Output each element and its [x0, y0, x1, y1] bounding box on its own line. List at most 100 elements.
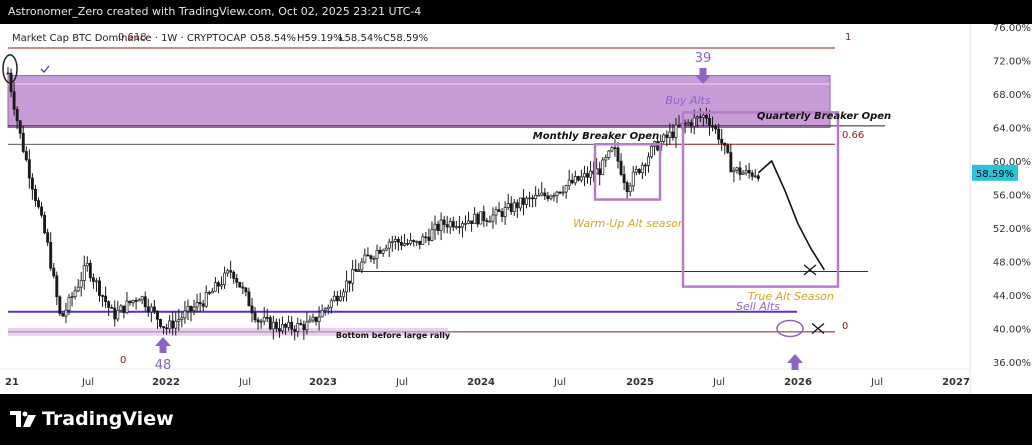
- candle-body: [497, 209, 501, 212]
- candle-body: [223, 272, 226, 285]
- sell-alts-label: Sell Alts: [736, 300, 780, 313]
- candle-body: [631, 171, 635, 187]
- candle-body: [518, 197, 522, 209]
- candle-body: [628, 185, 632, 193]
- candle-body: [738, 167, 742, 175]
- candle-body: [143, 296, 147, 308]
- x-tick-label: Jul: [395, 377, 408, 388]
- legend-open: O58.54%: [250, 33, 296, 44]
- candle-body: [479, 211, 483, 225]
- candle-body: [91, 277, 95, 282]
- brand-name: TradingView: [42, 408, 174, 430]
- candle-body: [79, 280, 83, 288]
- candle-body: [326, 306, 330, 310]
- candle-body: [116, 310, 120, 320]
- candle-body: [24, 151, 28, 161]
- candle-body: [406, 243, 410, 245]
- candle-body: [375, 249, 379, 259]
- candle-body: [357, 269, 361, 272]
- target-arrow: [787, 354, 803, 370]
- candle-body: [665, 134, 669, 138]
- candle-body: [662, 134, 666, 142]
- candle-body: [454, 226, 458, 228]
- candle-body: [576, 176, 580, 181]
- candle-body: [220, 284, 223, 287]
- candle-body: [55, 275, 59, 298]
- candle-body: [735, 167, 739, 171]
- candle-body: [186, 305, 190, 312]
- x-tick-label: Jul: [870, 377, 883, 388]
- candle-body: [363, 254, 367, 263]
- candle-body: [534, 195, 538, 199]
- candle-body: [250, 305, 254, 314]
- candle-body: [436, 223, 440, 231]
- candle-body: [604, 157, 608, 161]
- candle-body: [711, 125, 715, 128]
- top-arrow: [695, 68, 711, 84]
- candle-body: [650, 145, 654, 158]
- candle-body: [244, 287, 248, 293]
- candle-body: [339, 296, 342, 302]
- candle-body: [634, 169, 638, 173]
- x-tick-label: 2023: [309, 377, 337, 388]
- candle-body: [329, 300, 333, 308]
- candle-body: [162, 326, 165, 329]
- candle-body: [610, 147, 614, 152]
- x-tick-label: 2027: [942, 377, 970, 388]
- candle-body: [555, 191, 559, 196]
- candle-body: [238, 281, 242, 288]
- candle-body: [445, 224, 449, 228]
- legend-close: C58.59%: [383, 33, 428, 44]
- candle-body: [351, 268, 355, 284]
- candle-body: [302, 324, 306, 331]
- chart-caption-bar: Astronomer_Zero created with TradingView…: [0, 0, 1032, 24]
- candle-body: [558, 191, 562, 194]
- chart-area[interactable]: 76.00% 72.00% 68.00% 64.00% 60.00% 56.00% 52.0…: [0, 23, 1032, 394]
- candle-body: [345, 280, 349, 293]
- x-tick-label: Jul: [712, 377, 725, 388]
- candle-body: [159, 318, 162, 327]
- arrow-shaft: [791, 363, 799, 370]
- arrow-head: [155, 337, 171, 346]
- candle-body: [281, 324, 284, 332]
- candle-body: [467, 220, 471, 224]
- candle-body: [137, 299, 141, 302]
- candle-body: [686, 122, 690, 125]
- x-tick-label: Jul: [238, 377, 251, 388]
- candle-body: [131, 300, 135, 304]
- fib-066-label: 0.66: [842, 130, 864, 141]
- monthly-breaker-label: Monthly Breaker Open: [533, 131, 659, 142]
- fib-0-label-right: 0: [842, 321, 848, 332]
- candle-body: [393, 239, 397, 242]
- price-chart[interactable]: 76.00% 72.00% 68.00% 64.00% 60.00% 56.00% 52.0…: [0, 23, 1032, 394]
- fib-1-label: 1: [845, 32, 851, 43]
- fib-0-label-left: 0: [120, 355, 126, 366]
- candle-body: [750, 172, 754, 177]
- candle-body: [217, 282, 220, 287]
- origin-ellipse: [2, 54, 18, 84]
- candle-body: [671, 131, 675, 138]
- candle-body: [73, 290, 77, 297]
- candle-body: [299, 323, 303, 325]
- x-tick-label: 2026: [784, 377, 812, 388]
- candle-body: [503, 207, 507, 217]
- y-tick-label: 44.00%: [993, 291, 1031, 302]
- candle-body: [509, 203, 513, 213]
- candle-body: [491, 214, 495, 222]
- candle-body: [421, 236, 425, 245]
- candle-body: [247, 291, 251, 307]
- candle-body: [235, 278, 239, 283]
- candle-body: [156, 310, 159, 320]
- candle-body: [723, 142, 727, 146]
- candle-body: [140, 296, 144, 301]
- candle-body: [674, 124, 678, 138]
- candle-body: [119, 305, 123, 311]
- count-bottom-label: 48: [155, 358, 172, 373]
- candle-body: [122, 305, 126, 313]
- candle-body: [409, 240, 413, 244]
- tradingview-logo[interactable]: TradingView: [10, 408, 174, 430]
- candle-body: [741, 172, 745, 175]
- candle-body: [241, 286, 245, 289]
- candle-body: [201, 303, 205, 307]
- legend-high: H59.19%: [297, 33, 343, 44]
